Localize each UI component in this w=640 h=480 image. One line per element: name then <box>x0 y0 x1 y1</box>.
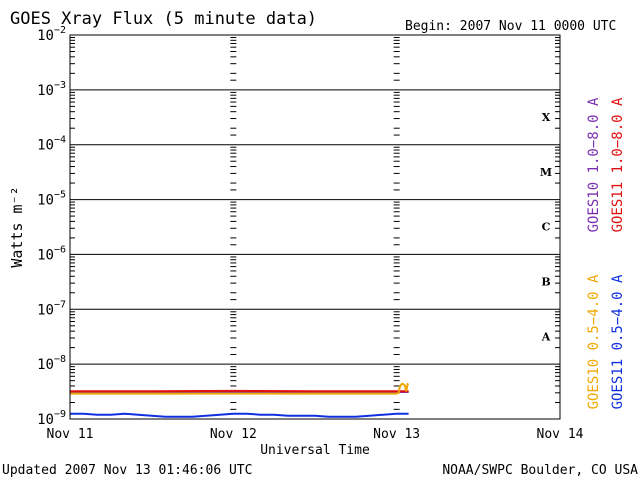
x-tick-label: Nov 11 <box>47 427 94 442</box>
x-axis-label: Universal Time <box>260 443 370 458</box>
legend-entry: GOES11 0.5−4.0 A <box>610 274 626 409</box>
chart-title: GOES Xray Flux (5 minute data) <box>10 9 317 29</box>
x-tick-label: Nov 13 <box>373 427 420 442</box>
y-tick-label: 10−2 <box>37 25 66 44</box>
legend-entry: GOES11 1.0−8.0 A <box>610 97 626 232</box>
flare-class-label: B <box>541 276 550 289</box>
flare-class-label: C <box>542 221 551 234</box>
flare-class-label: X <box>542 111 551 124</box>
grid-lines <box>70 34 560 420</box>
flare-class-label: M <box>540 166 552 179</box>
flare-class-label: A <box>541 330 551 343</box>
legend-entry: GOES10 0.5−4.0 A <box>586 274 602 409</box>
x-tick-label: Nov 14 <box>537 427 584 442</box>
y-tick-label: 10−9 <box>37 409 66 428</box>
series-line <box>70 382 410 395</box>
series-lines <box>70 382 410 418</box>
y-axis-label: Watts m⁻² <box>8 186 26 267</box>
x-tick-label: Nov 12 <box>210 427 257 442</box>
legend-entry: GOES10 1.0−8.0 A <box>586 97 602 232</box>
y-axis: 10−9 10−8 10−7 10−6 10−5 10−4 10−3 10−2 <box>37 25 66 428</box>
series-line <box>70 412 409 418</box>
flare-class-labels: X M C B A <box>540 111 552 343</box>
updated-label: Updated 2007 Nov 13 01:46:06 UTC <box>2 463 252 478</box>
y-tick-label: 10−4 <box>37 135 66 154</box>
y-tick-label: 10−3 <box>37 80 66 99</box>
x-axis: Nov 11 Nov 12 Nov 13 Nov 14 <box>47 427 584 442</box>
y-tick-label: 10−7 <box>37 299 66 318</box>
y-tick-label: 10−6 <box>37 244 66 263</box>
y-tick-label: 10−5 <box>37 190 66 209</box>
y-tick-label: 10−8 <box>37 354 66 373</box>
plot-frame <box>69 34 561 420</box>
begin-label: Begin: 2007 Nov 11 0000 UTC <box>405 19 616 34</box>
credit-label: NOAA/SWPC Boulder, CO USA <box>442 463 638 478</box>
legend: GOES10 1.0−8.0 A GOES11 1.0−8.0 A GOES10 0… <box>586 97 626 409</box>
